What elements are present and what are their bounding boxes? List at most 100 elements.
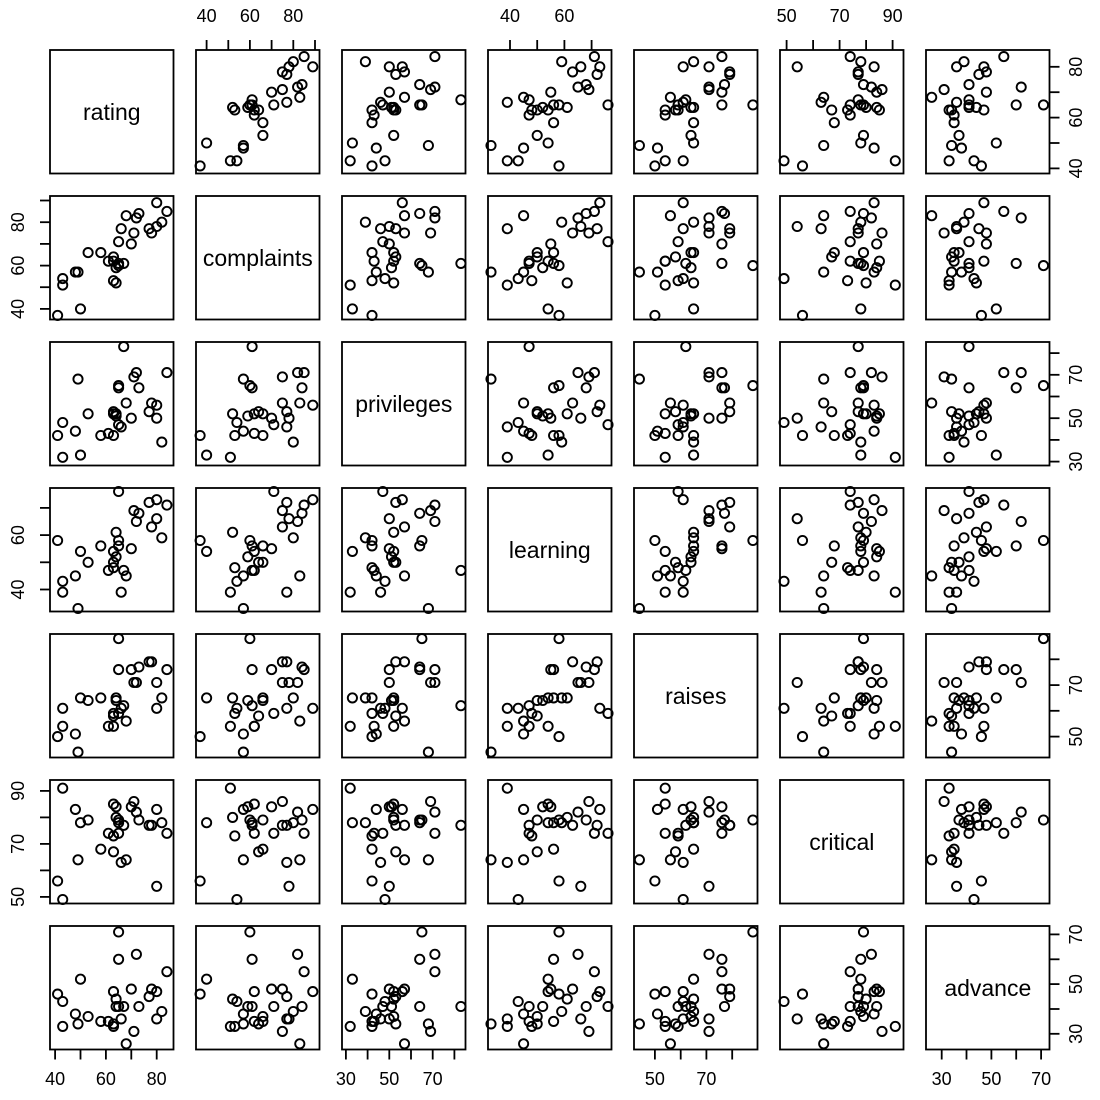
data-point (677, 61, 689, 73)
data-point (553, 731, 565, 743)
data-point (943, 275, 955, 287)
data-point (548, 382, 560, 394)
data-point (244, 633, 256, 645)
data-point (52, 429, 64, 442)
data-point (113, 419, 125, 431)
data-point (963, 485, 975, 498)
tick-label: 70 (423, 1069, 443, 1089)
data-point (651, 266, 664, 278)
data-point (703, 367, 715, 379)
data-point (237, 139, 249, 152)
data-point (388, 526, 400, 538)
data-point (146, 521, 158, 533)
data-point (537, 1000, 549, 1013)
data-point (633, 266, 645, 278)
data-point (133, 207, 145, 220)
panel-rating-advance (925, 49, 1051, 175)
data-point (963, 236, 975, 248)
data-point (970, 408, 982, 420)
data-point (429, 827, 441, 839)
panel-rating-learning (487, 49, 613, 175)
panel-advance-privileges (341, 925, 467, 1051)
data-point (102, 427, 114, 439)
data-point (1010, 99, 1022, 111)
data-point (194, 534, 206, 547)
data-point (526, 429, 538, 442)
data-point (359, 1005, 371, 1018)
data-point (844, 205, 856, 217)
data-point (685, 101, 697, 113)
data-point (425, 795, 437, 808)
tick-label: 60 (1066, 108, 1086, 128)
panel-advance-critical (779, 925, 905, 1051)
data-point (379, 702, 391, 714)
data-point (246, 94, 258, 106)
tick-label: 40 (197, 6, 217, 26)
data-point (548, 429, 560, 442)
data-point (970, 692, 982, 704)
data-point (724, 521, 736, 533)
panel-advance-advance (925, 925, 1051, 1051)
data-point (57, 702, 69, 714)
data-point (567, 66, 579, 78)
data-point (242, 410, 254, 422)
data-point (531, 846, 543, 858)
data-point (659, 1020, 671, 1032)
data-point (542, 137, 554, 149)
data-point (518, 91, 530, 103)
data-point (368, 255, 380, 267)
data-point (938, 84, 950, 96)
data-point (703, 81, 715, 93)
data-point (747, 926, 759, 938)
data-point (852, 991, 864, 1003)
data-point (545, 86, 557, 98)
data-point (718, 79, 731, 91)
tick-label: 50 (645, 1069, 665, 1089)
data-point (416, 99, 428, 111)
data-point (110, 694, 122, 707)
data-point (688, 436, 700, 448)
data-point (688, 526, 700, 538)
panel-learning-rating (49, 487, 175, 613)
data-point (229, 1020, 241, 1032)
data-point (276, 656, 288, 668)
data-point (120, 854, 132, 866)
panel-learning-critical (779, 487, 905, 613)
data-point (385, 694, 398, 707)
panel-rating-complaints (195, 49, 321, 175)
data-point (57, 893, 69, 906)
data-point (871, 101, 883, 113)
data-point (257, 556, 269, 568)
data-point (257, 117, 269, 129)
data-point (115, 1013, 127, 1025)
data-point (246, 664, 258, 676)
data-point (980, 656, 992, 668)
data-point (588, 966, 600, 978)
data-point (366, 275, 378, 287)
data-point (553, 160, 565, 172)
data-point (716, 543, 728, 555)
data-point (366, 707, 378, 719)
data-point (281, 656, 293, 668)
data-point (718, 382, 731, 394)
data-point (455, 257, 467, 269)
data-point (396, 494, 408, 506)
data-point (388, 993, 400, 1005)
data-point (366, 562, 378, 574)
data-point (281, 702, 293, 714)
data-point (677, 273, 689, 285)
data-point (244, 99, 256, 111)
data-point (344, 782, 356, 794)
data-point (69, 803, 81, 815)
data-point (422, 854, 434, 866)
data-point (366, 309, 378, 321)
data-point (943, 429, 955, 442)
data-point (672, 275, 684, 287)
data-point (287, 532, 299, 544)
data-point (747, 814, 759, 826)
data-point (857, 382, 870, 394)
data-point (946, 556, 958, 568)
data-point (553, 99, 565, 111)
data-point (307, 399, 319, 411)
data-point (398, 66, 411, 78)
